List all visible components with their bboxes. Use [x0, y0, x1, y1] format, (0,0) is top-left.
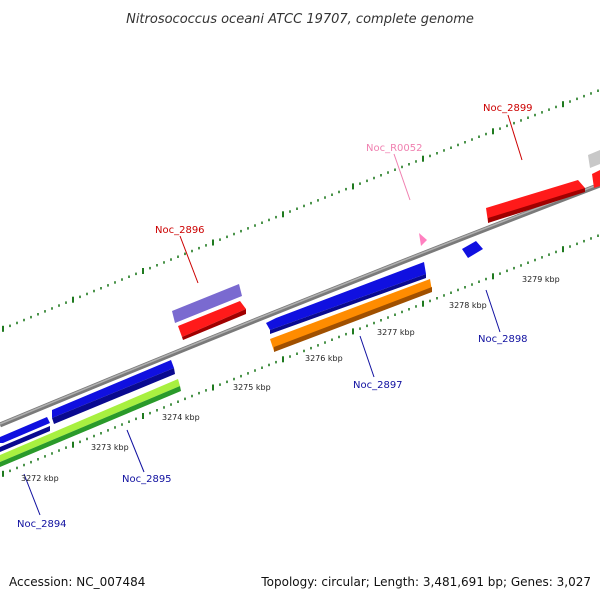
scale-labels: 3272 kbp 3273 kbp 3274 kbp 3275 kbp 3276…	[21, 275, 560, 483]
gene-label-noc-2896[interactable]: Noc_2896	[155, 225, 205, 236]
genome-backbone-highlight	[0, 183, 600, 425]
accession-text: Accession: NC_007484	[9, 575, 145, 589]
leader-noc-2894	[23, 473, 41, 516]
gene-noc-2896-red-arrow[interactable]	[178, 301, 246, 337]
scale-label: 3273 kbp	[91, 443, 129, 452]
leader-noc-r0052	[393, 153, 411, 201]
scale-label: 3276 kbp	[305, 354, 343, 363]
gene-noc-2898-arrow[interactable]	[462, 241, 483, 258]
gene-label-noc-2894[interactable]: Noc_2894	[17, 519, 67, 530]
genome-info-text: Topology: circular; Length: 3,481,691 bp…	[260, 575, 591, 589]
gene-gray-arrow	[588, 150, 600, 168]
gene-noc-2894-shadow	[0, 426, 50, 452]
gene-labels: Noc_2899 Noc_R0052 Noc_2896 Noc_2898 Noc…	[17, 103, 533, 530]
leader-noc-2899	[507, 114, 523, 161]
gene-label-noc-r0052[interactable]: Noc_R0052	[366, 143, 423, 154]
leader-noc-2898	[485, 289, 501, 333]
scale-label: 3272 kbp	[21, 474, 59, 483]
map-title: Nitrosococcus oceani ATCC 19707, complet…	[126, 12, 474, 27]
leader-noc-2897	[359, 335, 375, 378]
gene-green-arrow	[0, 386, 181, 467]
gene-label-noc-2898[interactable]: Noc_2898	[478, 334, 528, 345]
gene-lime-arrow	[0, 379, 180, 462]
gene-label-noc-2899[interactable]: Noc_2899	[483, 103, 533, 114]
gene-noc-2895-arrow[interactable]	[52, 360, 174, 418]
scale-label: 3279 kbp	[522, 275, 560, 284]
gene-noc-2897-blue-arrow[interactable]	[266, 262, 426, 330]
gene-features	[0, 150, 600, 467]
gene-noc-2894-arrow[interactable]	[0, 417, 50, 443]
gene-noc-2897-orange-shadow	[274, 287, 432, 352]
scale-label: 3278 kbp	[449, 301, 487, 310]
gene-red-edge-arrow	[592, 170, 600, 188]
genome-backbone	[0, 182, 600, 428]
gene-noc-2896-red-shadow	[182, 309, 246, 340]
leader-noc-2896	[179, 235, 199, 284]
gene-noc-2895-shadow	[52, 368, 175, 424]
gene-noc-r0052-arrow[interactable]	[419, 233, 427, 246]
leader-noc-2895	[126, 429, 145, 473]
gene-noc-2899-shadow	[488, 188, 585, 223]
gene-label-noc-2895[interactable]: Noc_2895	[122, 474, 172, 485]
scale-label: 3274 kbp	[162, 413, 200, 422]
gene-noc-2896-arrow[interactable]	[172, 284, 242, 323]
gene-noc-2897-orange-arrow[interactable]	[270, 279, 432, 351]
gene-label-noc-2897[interactable]: Noc_2897	[353, 380, 403, 391]
gene-noc-2897-blue-shadow	[270, 274, 426, 334]
tick-marks	[2, 89, 599, 477]
scale-label: 3275 kbp	[233, 383, 271, 392]
scale-label: 3277 kbp	[377, 328, 415, 337]
label-leader-lines	[23, 114, 523, 516]
